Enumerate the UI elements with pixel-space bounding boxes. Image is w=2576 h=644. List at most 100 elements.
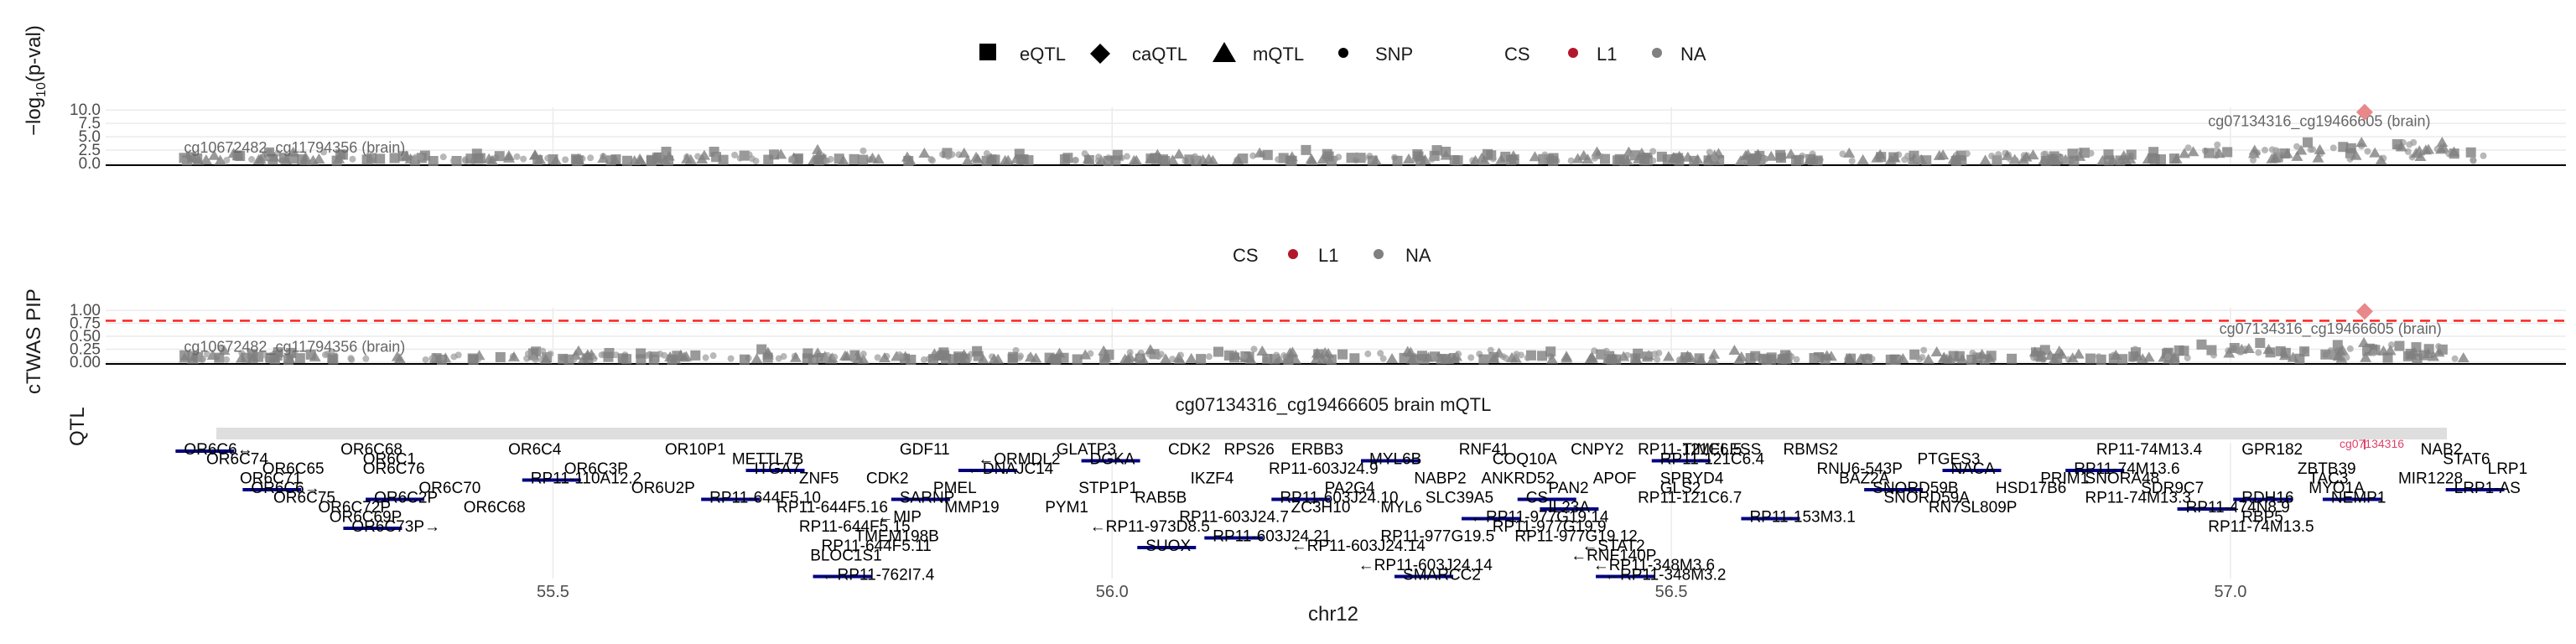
qtl-point-square bbox=[286, 347, 297, 358]
snp-point bbox=[1711, 154, 1718, 162]
gene-label: PRIM1 bbox=[2040, 470, 2089, 488]
qtl-point-square bbox=[1948, 351, 1959, 361]
qtl-point-triangle bbox=[1976, 348, 1988, 359]
legend-mid: CS L1 NA bbox=[1233, 245, 1431, 266]
qtl-point-triangle bbox=[2124, 153, 2137, 164]
qtl-point-square bbox=[2222, 147, 2233, 158]
snp-point bbox=[1901, 156, 1909, 164]
snp-point bbox=[1087, 350, 1094, 357]
qtl-point-square bbox=[397, 151, 408, 162]
qtl-point-square bbox=[739, 354, 750, 365]
qtl-point-triangle bbox=[1254, 147, 1266, 158]
qtl-point-triangle bbox=[2096, 154, 2109, 165]
qtl-point-square bbox=[1285, 155, 1296, 166]
pval-y-axis-label: −log10(p-val) bbox=[23, 25, 49, 136]
gene-label: ←RP11-977G19.14 bbox=[1470, 509, 1609, 527]
qtl-point-square bbox=[617, 353, 628, 364]
qtl-point-triangle bbox=[1419, 153, 1431, 164]
gene-label: COQ10A bbox=[1493, 451, 1557, 469]
snp-point bbox=[539, 347, 547, 355]
qtl-point-triangle bbox=[2314, 143, 2326, 154]
panel-gene-track: cg07134316_cg19466605 brain mQTL QTL OR6… bbox=[66, 394, 2527, 626]
qtl-point-triangle bbox=[1405, 353, 1418, 364]
qtl-point-square bbox=[265, 352, 276, 363]
qtl-point-triangle bbox=[878, 352, 891, 363]
gene-label: OR6C70 bbox=[418, 480, 480, 497]
qtl-point-triangle bbox=[2287, 351, 2299, 362]
cs-na-dot-mid bbox=[1374, 249, 1384, 259]
snp-point bbox=[1273, 351, 1280, 359]
snp-point bbox=[450, 353, 458, 361]
qtl-point-triangle bbox=[2358, 336, 2371, 347]
gene-label: RNF41 bbox=[1459, 441, 1509, 459]
qtl-point-square bbox=[1619, 155, 1630, 166]
snp-point bbox=[1524, 354, 1531, 361]
gene-label: RP11-977G19.5 bbox=[1380, 528, 1494, 546]
snp-point bbox=[1654, 356, 1661, 363]
gene-label: ←DNAJC14 bbox=[967, 460, 1054, 478]
qtl-point-triangle bbox=[1495, 153, 1508, 164]
qtl-point-triangle bbox=[970, 151, 983, 162]
snp-point bbox=[694, 153, 702, 160]
snp-point bbox=[823, 157, 830, 164]
snp-point bbox=[2329, 144, 2337, 152]
qtl-point-triangle bbox=[961, 154, 974, 165]
qtl-point-triangle bbox=[572, 345, 584, 356]
qtl-point-square bbox=[1223, 350, 1234, 361]
qtl-point-triangle bbox=[1937, 352, 1950, 363]
qtl-point-square bbox=[1431, 145, 1442, 156]
qtl-point-square bbox=[187, 351, 198, 361]
qtl-point-square bbox=[1058, 352, 1069, 363]
qtl-point-triangle bbox=[2369, 147, 2381, 158]
pval-ylabel-prefix: −log bbox=[23, 97, 45, 136]
gene-label: MYL6B bbox=[1369, 451, 1421, 469]
point-annotation: cg07134316_cg19466605 (brain) bbox=[2220, 320, 2442, 338]
snp-point bbox=[1335, 153, 1343, 161]
gene-label: CDK2 bbox=[1168, 441, 1211, 459]
qtl-point-triangle bbox=[2360, 351, 2372, 362]
qtl-point-triangle bbox=[1144, 344, 1156, 355]
qtl-point-triangle bbox=[2448, 146, 2460, 157]
qtl-point-triangle bbox=[1706, 353, 1719, 364]
snp-point bbox=[983, 150, 990, 158]
qtl-point-square bbox=[1262, 149, 1273, 160]
qtl-point-triangle bbox=[852, 353, 865, 364]
legend-cs-l1: L1 bbox=[1597, 44, 1617, 65]
qtl-point-triangle bbox=[1256, 345, 1269, 356]
snp-point bbox=[2210, 351, 2218, 359]
gene-label: PA2G4 bbox=[1325, 480, 1375, 497]
gene-label: SMARCC2 bbox=[1403, 567, 1481, 584]
snp-point bbox=[727, 355, 735, 362]
snp-point bbox=[2214, 141, 2221, 148]
snp-point bbox=[1645, 351, 1653, 358]
gene-label: GDF11 bbox=[900, 441, 950, 459]
pval-ylabel-suffix: (p-val) bbox=[23, 25, 45, 82]
snp-point bbox=[1761, 155, 1768, 163]
snp-point bbox=[1517, 351, 1524, 359]
snp-point bbox=[562, 156, 569, 164]
point-annotation: cg10672482_cg11794356 (brain) bbox=[184, 339, 405, 356]
snp-point bbox=[2058, 155, 2065, 163]
snp-point bbox=[1250, 345, 1258, 353]
qtl-point-square bbox=[2303, 137, 2314, 148]
qtl-point-triangle bbox=[2332, 351, 2345, 361]
qtl-point-triangle bbox=[1950, 154, 1962, 165]
qtl-point-triangle bbox=[2187, 146, 2199, 157]
snp-point bbox=[223, 356, 231, 363]
qtl-point-triangle bbox=[393, 353, 406, 364]
snp-point bbox=[2406, 141, 2413, 148]
snp-point bbox=[2364, 148, 2371, 155]
pval-highlight bbox=[2355, 103, 2373, 121]
snp-point bbox=[2006, 356, 2013, 363]
snp-point bbox=[1649, 148, 1657, 155]
qtl-point-triangle bbox=[502, 150, 515, 161]
snp-point bbox=[2006, 155, 2013, 163]
snp-point bbox=[1540, 157, 1547, 164]
snp-point bbox=[928, 157, 936, 164]
gene-label: ←RP11-348M3.2 bbox=[1604, 567, 1726, 584]
qtl-point-square bbox=[1780, 350, 1791, 361]
x-tick-label: 56.0 bbox=[1096, 583, 1129, 601]
qtl-point-square bbox=[428, 155, 439, 166]
snp-point bbox=[1155, 353, 1162, 361]
gene-label: OR6C73P→ bbox=[351, 518, 440, 536]
